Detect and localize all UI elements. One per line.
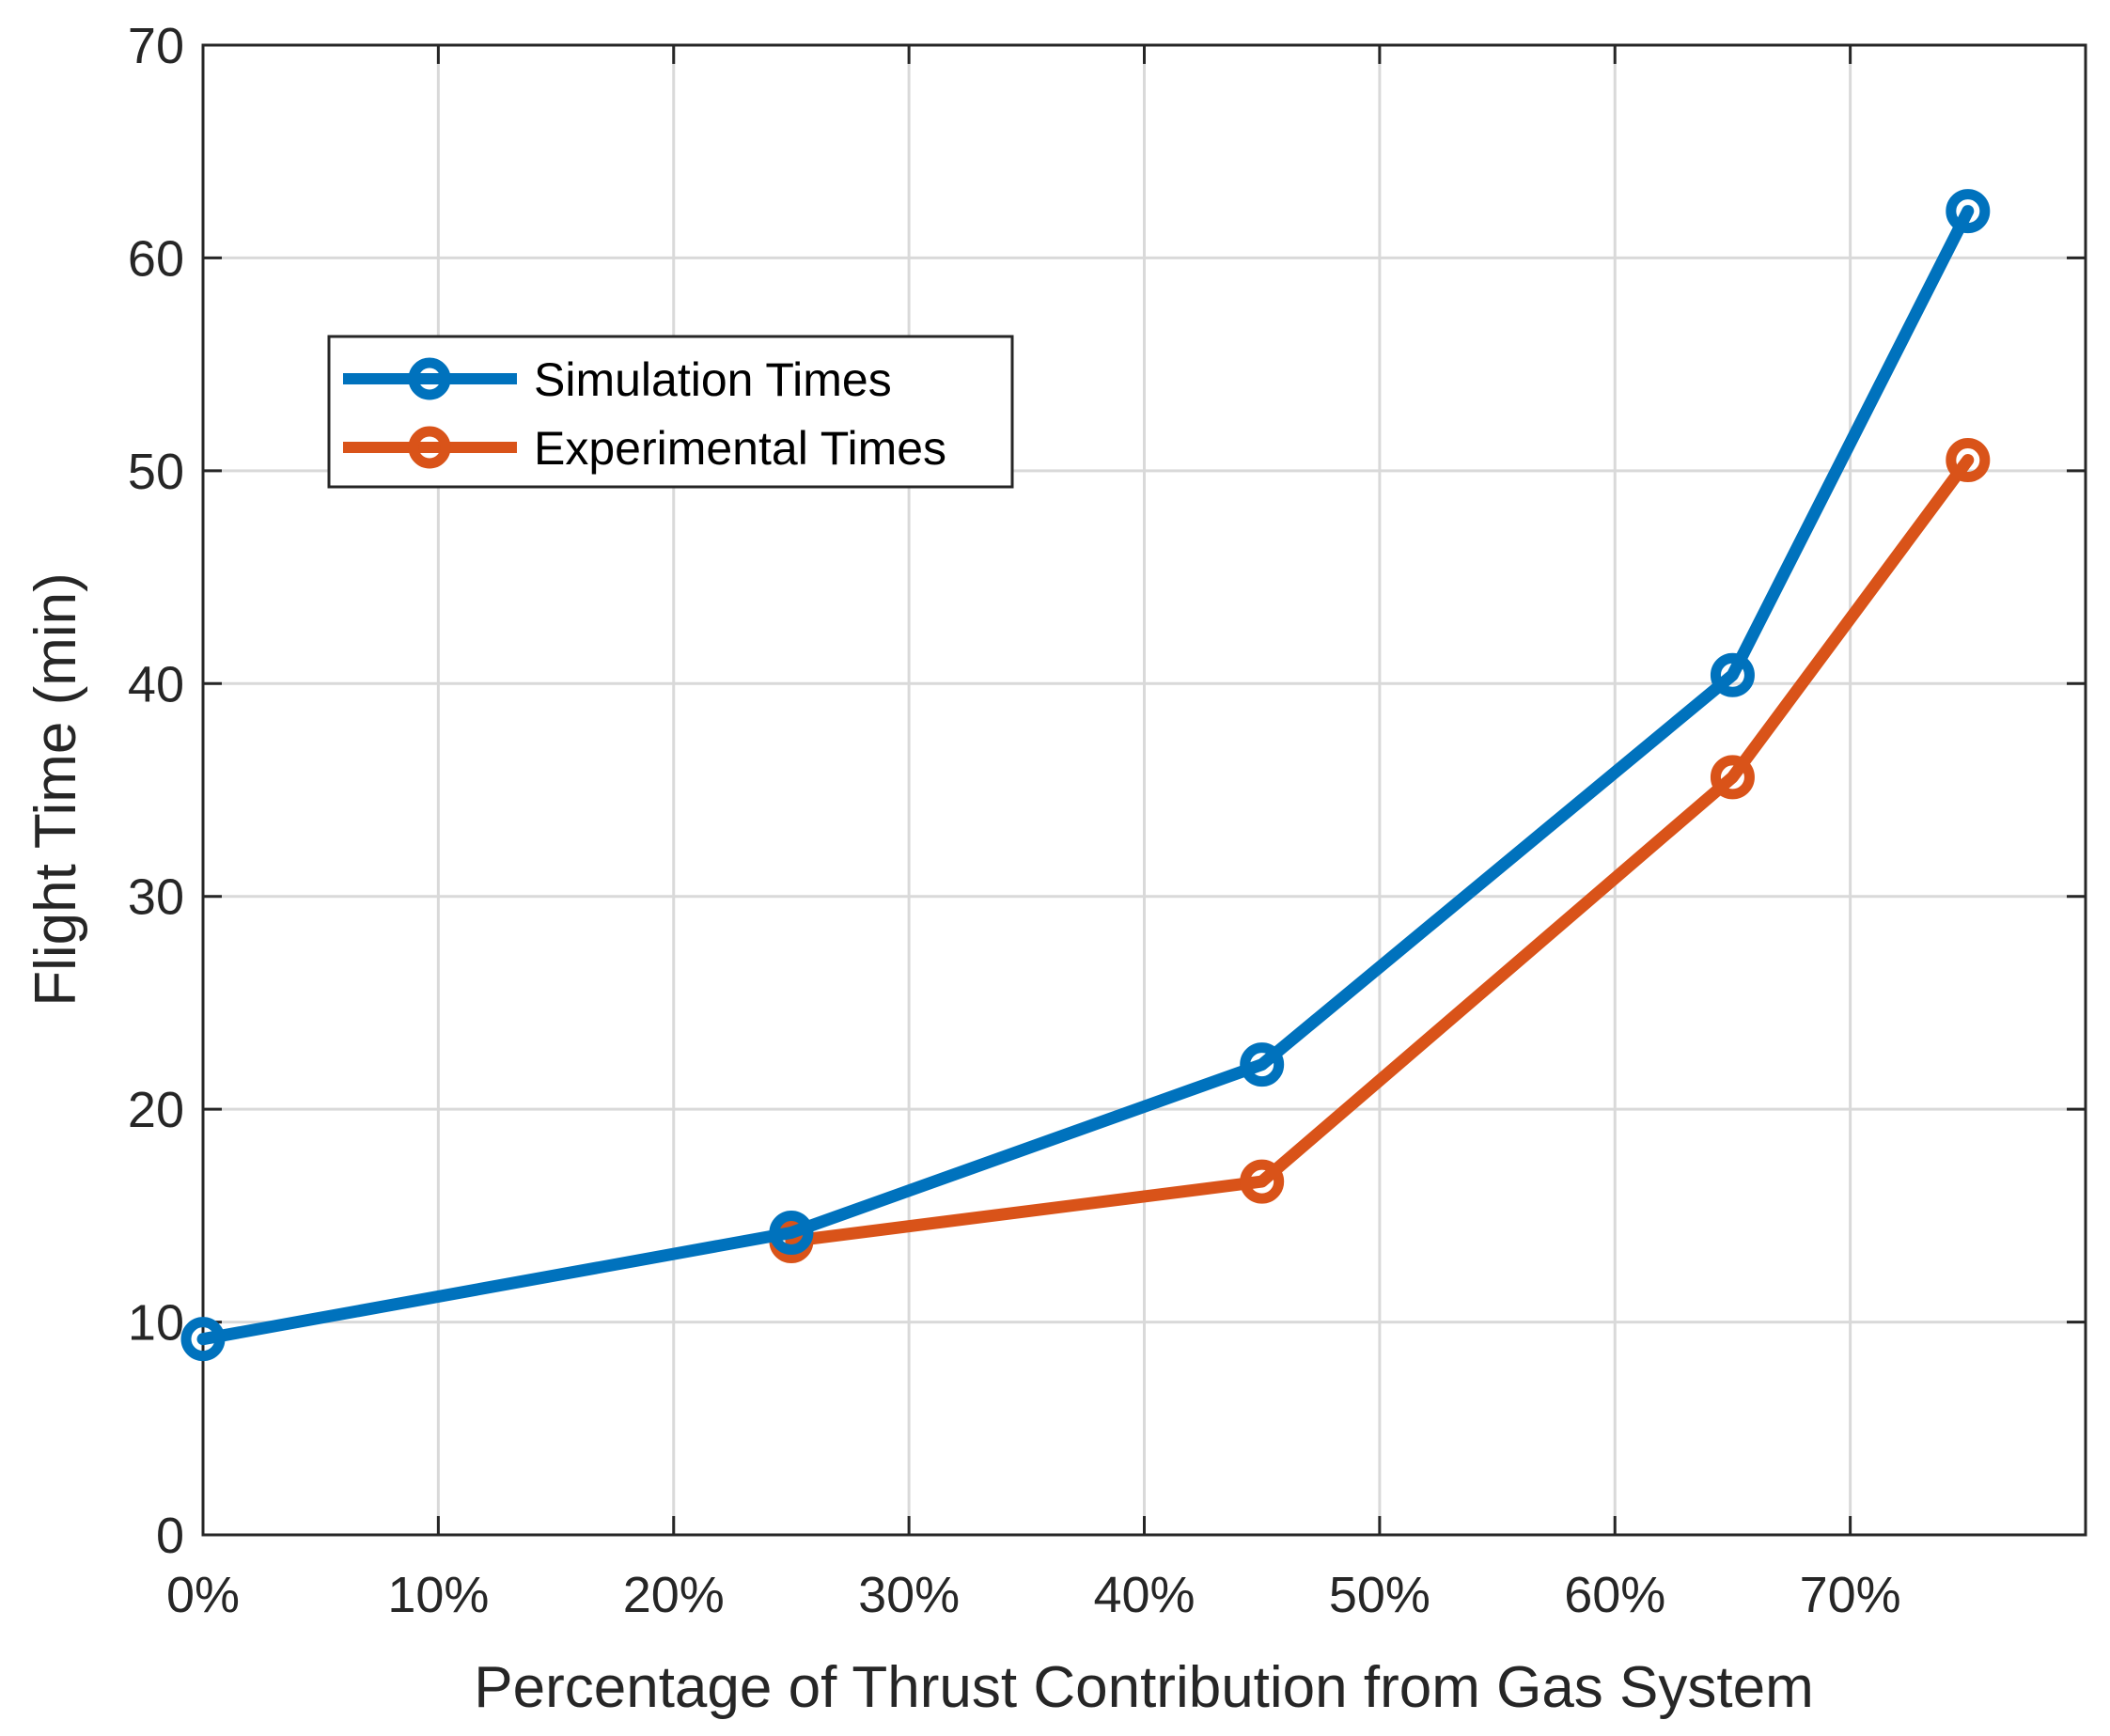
x-tick-label: 50% [1329,1567,1430,1623]
y-axis-title: Flight Time (min) [23,572,88,1007]
tick-labels: 0% 10% 20% 30% 40% 50% 60% 70% 0 10 20 30 40 50 60 70 [128,18,1901,1623]
x-tick-label: 20% [623,1567,725,1623]
y-tick-label: 50 [128,444,184,500]
x-tick-label: 40% [1093,1567,1195,1623]
x-tick-label: 10% [387,1567,489,1623]
data-point-simulation-times [180,1317,226,1362]
series-simulation-times [180,189,1991,1362]
legend: Simulation Times Experimental Times [327,335,1014,489]
legend-marker-experimental [408,426,451,469]
y-tick-label: 60 [128,230,184,287]
data-point-simulation-times [1946,189,1991,234]
series-line-experimental-times [785,454,1975,1247]
x-tick-label: 60% [1564,1567,1665,1623]
data-point-simulation-times [1710,652,1755,697]
legend-label-simulation: Simulation Times [534,353,892,406]
grid [203,45,2086,1535]
y-tick-label: 40 [128,656,184,712]
y-tick-label: 70 [128,18,184,74]
y-tick-label: 30 [128,869,184,926]
data-point-experimental-times [1710,755,1755,800]
series-experimental-times [769,438,1991,1264]
data-point-experimental-times [1946,438,1991,483]
series-line-simulation-times [196,205,1975,1346]
x-tick-label: 0% [166,1567,240,1623]
legend-label-experimental: Experimental Times [534,422,946,475]
series-group [180,189,1991,1362]
data-point-simulation-times [769,1210,814,1255]
x-tick-label: 30% [858,1567,960,1623]
y-tick-label: 20 [128,1082,184,1138]
y-tick-label: 0 [156,1508,184,1564]
data-point-simulation-times [1240,1042,1285,1087]
data-point-experimental-times [1240,1159,1285,1204]
y-tick-label: 10 [128,1295,184,1352]
x-tick-label: 70% [1800,1567,1901,1623]
x-axis-title: Percentage of Thrust Contribution from G… [474,1655,1814,1720]
legend-marker-simulation [408,357,451,400]
